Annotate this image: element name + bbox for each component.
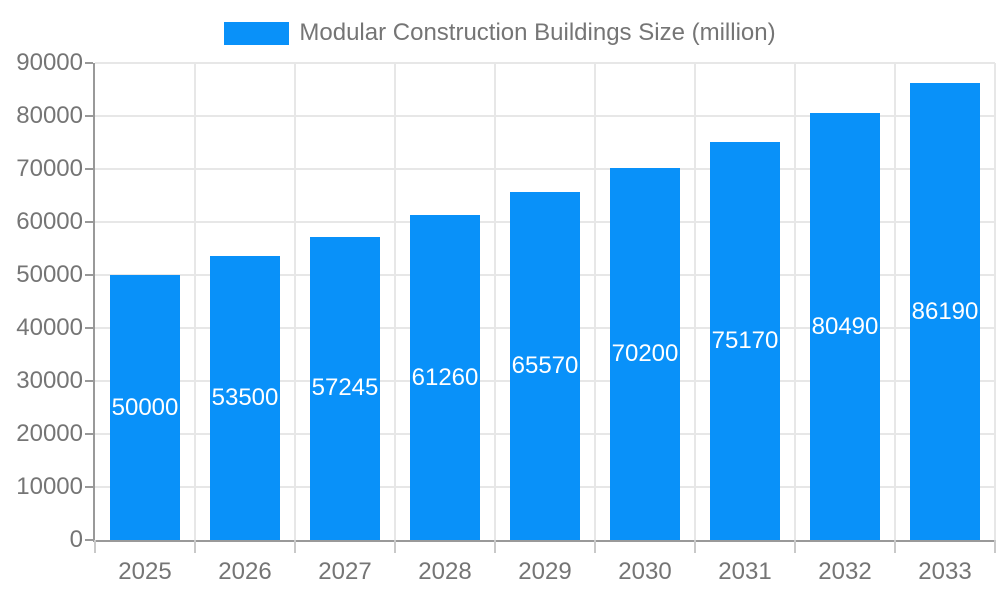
y-axis-tick [85, 433, 93, 435]
x-tick-label: 2033 [918, 558, 972, 585]
v-gridline [694, 63, 696, 540]
x-axis-tick [94, 540, 96, 553]
v-gridline [794, 63, 796, 540]
x-tick-label: 2032 [818, 558, 872, 585]
y-axis-tick [85, 486, 93, 488]
bar-value-label: 50000 [111, 393, 179, 421]
x-tick-label: 2028 [418, 558, 472, 585]
x-tick-label: 2026 [218, 558, 272, 585]
y-tick-label: 90000 [16, 49, 83, 76]
y-tick-label: 10000 [16, 473, 83, 500]
y-tick-label: 40000 [16, 314, 83, 341]
h-gridline [95, 168, 995, 170]
bar-value-label: 80490 [811, 312, 879, 340]
y-tick-label: 70000 [16, 155, 83, 182]
bar: 57245 [310, 236, 380, 540]
x-axis-tick [694, 540, 696, 553]
x-axis-tick [594, 540, 596, 553]
x-axis-tick [894, 540, 896, 553]
legend-swatch [224, 21, 290, 45]
bar-value-label: 86190 [911, 297, 979, 325]
x-tick-label: 2029 [518, 558, 572, 585]
y-axis-tick [85, 274, 93, 276]
v-gridline [994, 63, 996, 540]
y-axis-tick [85, 327, 93, 329]
chart-legend: Modular Construction Buildings Size (mil… [0, 19, 1000, 46]
y-axis-tick [85, 380, 93, 382]
y-axis-tick [85, 539, 93, 541]
x-tick-label: 2027 [318, 558, 372, 585]
plot-area: 50000 53500 57245 61260 65570 70200 75170 80490… [85, 62, 996, 553]
v-gridline [494, 63, 496, 540]
h-gridline [95, 115, 995, 117]
bar: 86190 [910, 83, 980, 540]
bar-value-label: 70200 [611, 339, 679, 367]
bar-value-label: 65570 [511, 352, 579, 380]
v-gridline [894, 63, 896, 540]
v-gridline [294, 63, 296, 540]
v-gridline [394, 63, 396, 540]
y-axis-tick [85, 221, 93, 223]
y-axis-line [93, 63, 95, 540]
x-axis-tick [194, 540, 196, 553]
bar: 75170 [710, 141, 780, 540]
y-tick-label: 80000 [16, 102, 83, 129]
x-axis-tick [494, 540, 496, 553]
x-axis-tick [294, 540, 296, 553]
bar-value-label: 57245 [311, 374, 379, 402]
x-axis-tick [994, 540, 996, 553]
x-axis-tick [794, 540, 796, 553]
y-tick-label: 50000 [16, 261, 83, 288]
bar: 61260 [410, 215, 480, 540]
bar: 53500 [210, 256, 280, 540]
y-axis-tick [85, 62, 93, 64]
bar: 65570 [510, 192, 580, 540]
x-axis-tick [394, 540, 396, 553]
legend-label: Modular Construction Buildings Size (mil… [299, 19, 776, 46]
x-tick-label: 2030 [618, 558, 672, 585]
h-gridline [95, 62, 995, 64]
bar: 80490 [810, 113, 880, 540]
v-gridline [594, 63, 596, 540]
y-axis-tick [85, 168, 93, 170]
y-tick-label: 0 [69, 526, 83, 553]
y-tick-label: 60000 [16, 208, 83, 235]
y-axis-tick [85, 115, 93, 117]
bar-value-label: 61260 [411, 363, 479, 391]
bar: 70200 [610, 167, 680, 540]
bar-value-label: 53500 [211, 384, 279, 412]
y-tick-label: 20000 [16, 420, 83, 447]
bar-value-label: 75170 [711, 326, 779, 354]
x-axis-line [93, 540, 995, 542]
x-tick-label: 2031 [718, 558, 772, 585]
y-tick-label: 30000 [16, 367, 83, 394]
bar: 50000 [110, 275, 180, 540]
x-tick-label: 2025 [118, 558, 172, 585]
v-gridline [194, 63, 196, 540]
